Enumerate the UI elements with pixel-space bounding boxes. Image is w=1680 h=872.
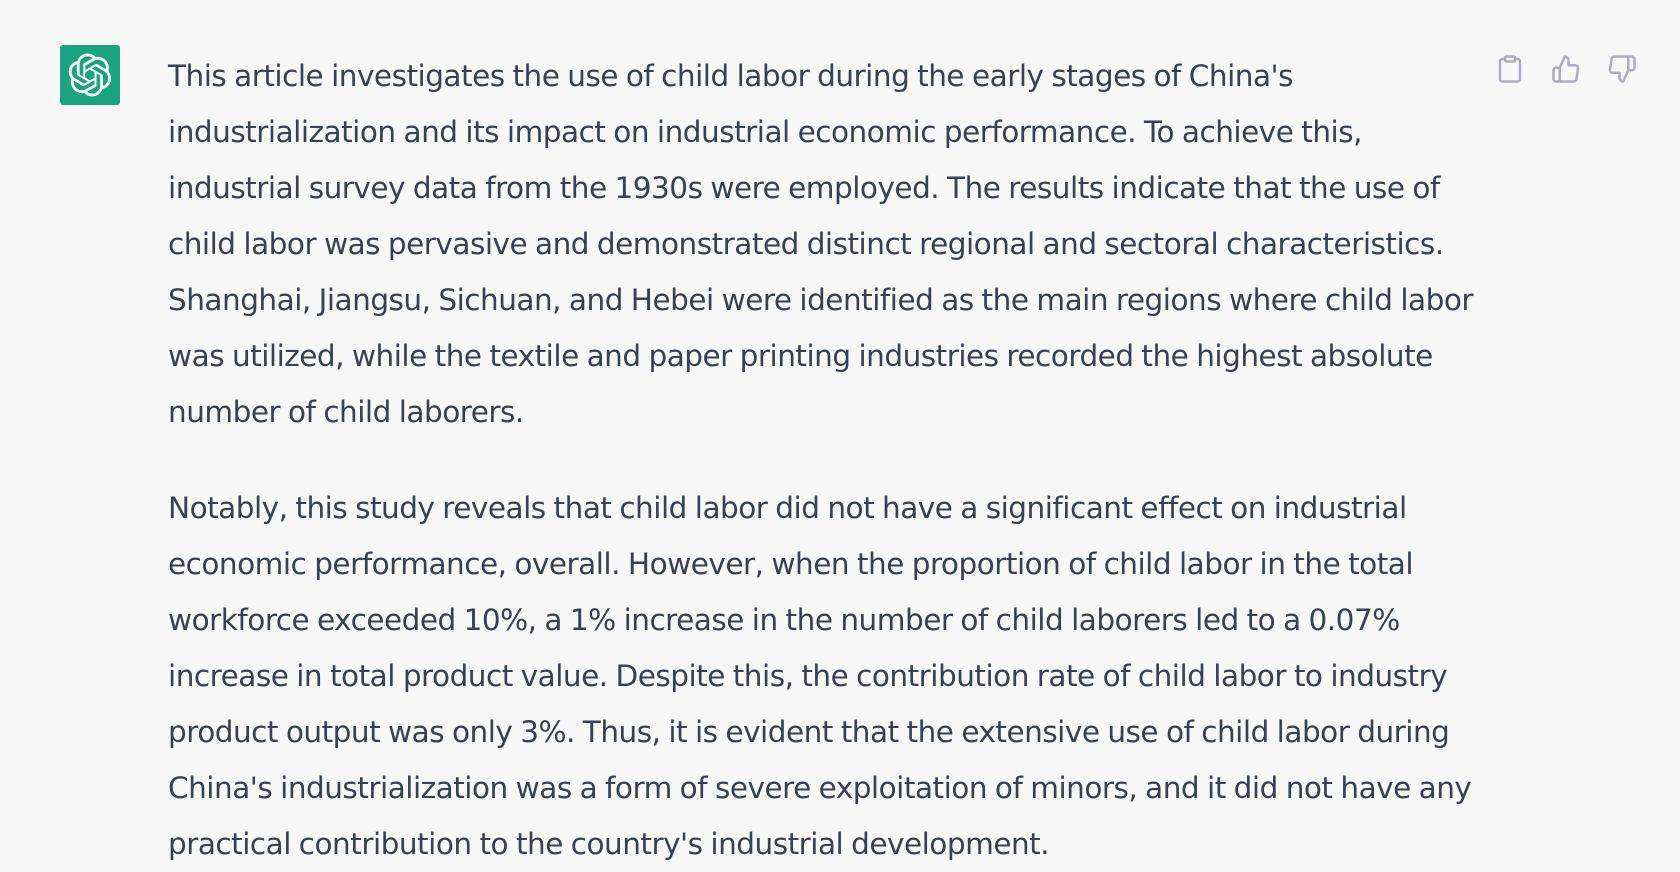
paragraph: This article investigates the use of chi… bbox=[168, 59, 1474, 429]
message-text: This article investigates the use of chi… bbox=[168, 48, 1478, 872]
clipboard-icon bbox=[1498, 55, 1522, 83]
openai-logo-icon bbox=[68, 53, 112, 97]
assistant-avatar bbox=[60, 45, 120, 105]
thumbs-up-icon bbox=[1552, 55, 1580, 83]
message-actions bbox=[1495, 52, 1637, 86]
thumbs-down-button[interactable] bbox=[1607, 52, 1637, 86]
paragraph: Notably, this study reveals that child l… bbox=[168, 491, 1472, 861]
copy-button[interactable] bbox=[1495, 52, 1525, 86]
thumbs-down-icon bbox=[1608, 55, 1636, 83]
thumbs-up-button[interactable] bbox=[1551, 52, 1581, 86]
